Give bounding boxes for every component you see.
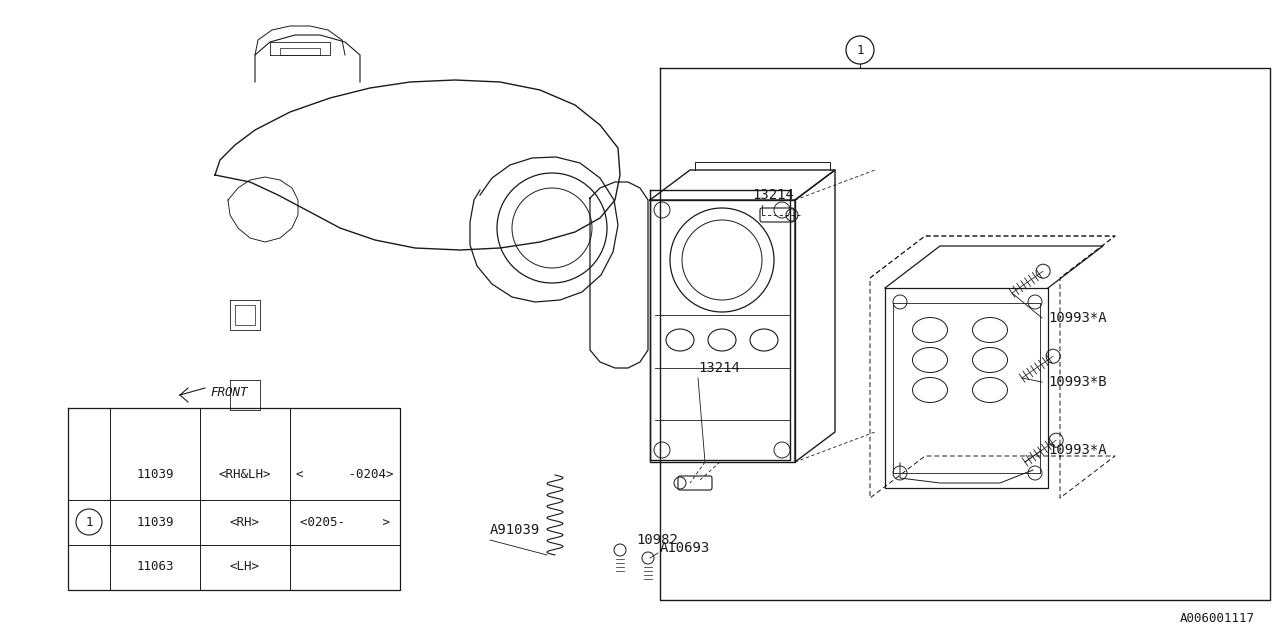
Text: 13214: 13214 bbox=[753, 188, 794, 202]
Text: 1: 1 bbox=[86, 515, 92, 529]
Text: 1: 1 bbox=[856, 44, 864, 56]
Text: 10993*B: 10993*B bbox=[1048, 375, 1107, 389]
Text: 11039: 11039 bbox=[136, 468, 174, 481]
Text: A006001117: A006001117 bbox=[1180, 612, 1254, 625]
Text: 10993*A: 10993*A bbox=[1048, 443, 1107, 457]
Text: <LH>: <LH> bbox=[230, 561, 260, 573]
Text: 10982: 10982 bbox=[636, 533, 678, 547]
Text: FRONT: FRONT bbox=[210, 385, 247, 399]
Text: A10693: A10693 bbox=[660, 541, 710, 555]
Text: 11039: 11039 bbox=[136, 515, 174, 529]
Text: 11063: 11063 bbox=[136, 561, 174, 573]
Text: 13214: 13214 bbox=[698, 361, 740, 375]
Text: <RH>: <RH> bbox=[230, 515, 260, 529]
Text: A91039: A91039 bbox=[490, 523, 540, 537]
Text: <      -0204>: < -0204> bbox=[296, 468, 394, 481]
Text: 10993*A: 10993*A bbox=[1048, 311, 1107, 325]
Text: <0205-     >: <0205- > bbox=[300, 515, 390, 529]
Text: <RH&LH>: <RH&LH> bbox=[219, 468, 271, 481]
